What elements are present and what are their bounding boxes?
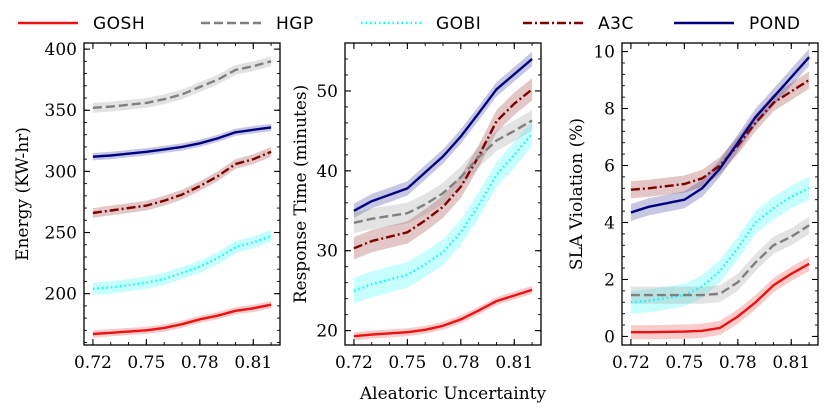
x-tick-label: 0.81: [234, 353, 272, 373]
y-tick-label: 0: [604, 327, 615, 347]
y-tick-label: 400: [45, 40, 77, 60]
legend: GOSH HGP GOBI A3C POND: [18, 14, 800, 34]
x-tick-label: 0.81: [495, 353, 533, 373]
legend-label-a3c: A3C: [598, 14, 634, 34]
band-hgp: [353, 110, 533, 234]
legend-label-gosh: GOSH: [93, 14, 145, 34]
series-line-hgp: [353, 119, 533, 224]
y-tick-label: 4: [604, 213, 615, 233]
panel-3: 0.72 0.75 0.78 0.81 0 2 4 6 8 10 SLA Violation (%): [567, 42, 819, 373]
x-tick-label: 0.81: [772, 353, 810, 373]
y-tick-label: 20: [316, 322, 338, 342]
y-tick-label: 40: [316, 162, 338, 182]
legend-label-gobi: GOBI: [436, 14, 481, 34]
series-line-pond: [630, 56, 810, 214]
series-line-gobi: [92, 235, 272, 290]
y-tick-label: 350: [45, 101, 77, 121]
y-axis-label: SLA Violation (%): [567, 118, 587, 270]
y-tick-label: 50: [316, 82, 338, 102]
panel-1: 0.72 0.75 0.78 0.81 200 250 300 350 400 Energy (K…: [13, 40, 281, 373]
y-axis-label: Energy (KW-hr): [13, 127, 33, 261]
x-tick-label: 0.78: [442, 353, 480, 373]
x-axis-label: Aleatoric Uncertainty: [359, 384, 547, 404]
x-tick-label: 0.75: [127, 353, 165, 373]
legend-label-pond: POND: [749, 14, 800, 34]
x-tick-label: 0.72: [612, 353, 650, 373]
band-a3c: [630, 71, 810, 199]
x-tick-label: 0.72: [74, 353, 112, 373]
y-tick-label: 10: [593, 43, 615, 63]
series-line-gosh: [353, 288, 533, 338]
band-pond: [92, 123, 272, 161]
y-tick-label: 8: [604, 100, 615, 120]
series-line-gobi: [353, 132, 534, 292]
x-tick-label: 0.78: [719, 353, 757, 373]
legend-label-hgp: HGP: [276, 14, 314, 34]
x-tick-label: 0.78: [181, 353, 219, 373]
band-gosh: [92, 301, 272, 338]
band-pond: [630, 48, 810, 222]
series-line-pond: [92, 126, 272, 158]
band-gobi: [630, 176, 810, 314]
x-tick-label: 0.75: [388, 353, 426, 373]
series-line-a3c: [92, 150, 272, 215]
series-line-hgp: [630, 224, 810, 297]
series-line-gosh: [630, 262, 810, 334]
x-tick-label: 0.72: [335, 353, 373, 373]
y-tick-label: 30: [316, 242, 338, 262]
y-tick-label: 6: [604, 157, 615, 177]
y-tick-label: 200: [45, 285, 77, 305]
y-tick-label: 2: [604, 270, 615, 290]
y-tick-label: 250: [45, 224, 77, 244]
series-line-a3c: [353, 88, 533, 250]
y-tick-label: 300: [45, 162, 77, 182]
x-tick-label: 0.75: [665, 353, 703, 373]
y-axis-label: Response Time (minutes): [291, 85, 311, 304]
band-gobi: [92, 230, 272, 295]
band-hgp: [92, 56, 272, 113]
series-line-pond: [353, 58, 533, 212]
series-line-hgp: [92, 60, 272, 109]
series-line-gosh: [92, 303, 272, 336]
